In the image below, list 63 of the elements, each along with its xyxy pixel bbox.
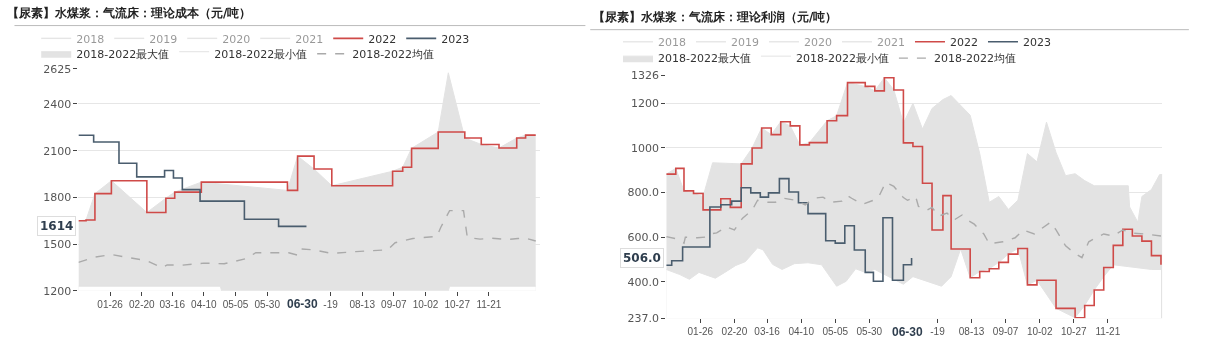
legend-label: 2020 [222,32,251,46]
y-tick-label: 1500 [43,237,72,251]
legend-label: 2018-2022最大值 [657,52,751,66]
legend-label: 2018-2022最大值 [76,48,170,62]
x-tick-label: 02-20 [721,326,748,338]
x-tick-label: 04-10 [788,326,815,338]
x-tick-label: 02-20 [129,298,156,310]
y-tick-label: 2100 [43,144,72,158]
y-tick-label: 1326 [631,68,660,82]
x-tick-label: 08-13 [958,326,985,338]
y-tick-label: 2400 [43,97,72,111]
y-tick-label: 400.0 [627,275,660,289]
legend-label: 2018 [657,36,686,50]
x-tick-label: 11-21 [476,298,502,310]
chart-title: 【尿素】水煤浆：气流床：理论利润（元/吨） [593,10,838,24]
x-tick-label: 10-27 [1060,326,1087,338]
x-tick-label: 09-07 [992,326,1019,338]
x-tick-label: 10-02 [1026,326,1053,338]
y-tick-label: 1000 [631,141,660,155]
legend-label: 2021 [295,32,324,46]
y-tick-label: 1800 [43,191,72,205]
x-tick-label: 04-10 [191,298,218,310]
legend-label: 2019 [730,36,759,50]
x-tick-label: 03-16 [159,298,186,310]
x-tick-label: 01-26 [97,298,124,310]
annotation: 1614 [40,219,74,233]
x-tick-label: 10-02 [412,298,439,310]
y-tick-label: 1200 [43,284,72,298]
x-tick-label: 01-26 [687,326,714,338]
annotation: 506.0 [623,251,661,265]
x-tick-label: 08-13 [349,298,376,310]
legend-label: 2018-2022最小值 [214,48,308,62]
legend-label: 2023 [441,32,470,46]
legend-label: 2018-2022均值 [933,52,1016,66]
x-tick-label: -19 [323,298,339,310]
x-tick-label: 05-30 [254,298,281,310]
text: 06-30 [287,297,319,311]
legend-label: 2022 [368,32,397,46]
legend-label: 2018-2022均值 [352,48,435,62]
legend-label: 2018 [76,32,105,46]
line-series [666,181,1162,259]
legend-label: 2023 [1022,36,1051,50]
legend-label: 2020 [803,36,832,50]
y-tick-label: 1200 [631,97,660,110]
x-tick-label: 09-07 [381,298,408,310]
y-tick-label: 237.0 [627,312,660,325]
legend-label: 2019 [149,32,178,46]
chart-title: 【尿素】水煤浆：气流床：理论成本（元/吨） [7,6,252,20]
x-tick-label: 05-30 [856,326,883,338]
text: 06-30 [892,325,924,339]
line-series [78,209,537,269]
y-tick-label: 2625 [43,62,72,76]
legend-label: 2021 [876,36,905,50]
x-tick-label: 11-21 [1095,326,1121,338]
legend-label: 2018-2022最小值 [795,52,889,66]
x-tick-label: -19 [930,326,946,338]
x-tick-label: 05-05 [822,326,849,338]
x-tick-label: 05-05 [222,298,249,310]
y-tick-label: 800.0 [627,186,660,200]
y-tick-label: 600.0 [627,230,660,244]
legend-label: 2022 [949,36,978,50]
x-tick-label: 10-27 [444,298,471,310]
x-tick-label: 03-16 [754,326,781,338]
